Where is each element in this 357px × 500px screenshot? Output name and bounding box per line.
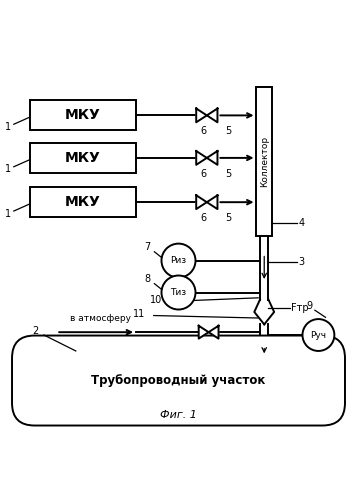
Circle shape <box>302 319 335 351</box>
Polygon shape <box>207 151 217 165</box>
Text: МКУ: МКУ <box>65 108 101 122</box>
Bar <box>30 187 136 217</box>
Text: Руч: Руч <box>311 330 326 340</box>
Circle shape <box>161 244 196 278</box>
Text: Фиг. 1: Фиг. 1 <box>160 410 197 420</box>
Text: 6: 6 <box>200 169 206 179</box>
Text: 11: 11 <box>132 310 145 320</box>
Bar <box>30 100 136 130</box>
Text: Тиз: Тиз <box>170 288 187 297</box>
Text: 5: 5 <box>225 213 231 223</box>
Text: 6: 6 <box>200 126 206 136</box>
Polygon shape <box>196 151 207 165</box>
Text: Риз: Риз <box>170 256 187 265</box>
Polygon shape <box>208 326 218 338</box>
Text: 1: 1 <box>5 208 11 218</box>
Text: 3: 3 <box>298 258 305 268</box>
Text: 5: 5 <box>225 126 231 136</box>
Polygon shape <box>207 196 217 209</box>
Text: 9: 9 <box>307 300 313 310</box>
FancyBboxPatch shape <box>12 336 345 426</box>
Text: 8: 8 <box>144 274 150 284</box>
Text: МКУ: МКУ <box>65 195 101 209</box>
Text: 1: 1 <box>5 122 11 132</box>
Text: МКУ: МКУ <box>65 151 101 165</box>
Text: 1: 1 <box>5 164 11 174</box>
Text: Коллектор: Коллектор <box>260 136 269 187</box>
Text: 4: 4 <box>299 218 305 228</box>
Text: Fтр: Fтр <box>292 304 309 314</box>
Text: 7: 7 <box>144 242 150 252</box>
Text: 10: 10 <box>150 296 162 306</box>
Bar <box>30 143 136 173</box>
Text: 5: 5 <box>225 169 231 179</box>
Polygon shape <box>199 326 208 338</box>
Bar <box>256 87 272 236</box>
Polygon shape <box>207 108 217 122</box>
Polygon shape <box>196 108 207 122</box>
Polygon shape <box>196 196 207 209</box>
Circle shape <box>161 276 196 310</box>
Text: 6: 6 <box>200 213 206 223</box>
Text: 2: 2 <box>32 326 38 336</box>
Text: Трубопроводный участок: Трубопроводный участок <box>91 374 266 387</box>
Text: в атмосферу: в атмосферу <box>70 314 131 324</box>
